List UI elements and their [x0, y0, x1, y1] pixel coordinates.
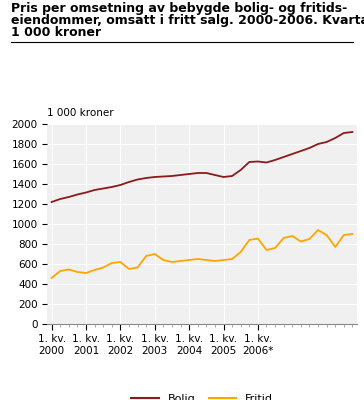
Text: Pris per omsetning av bebygde bolig- og fritids-: Pris per omsetning av bebygde bolig- og …: [11, 2, 347, 15]
Text: 1 000 kroner: 1 000 kroner: [11, 26, 101, 39]
Text: eiendommer, omsatt i fritt salg. 2000-2006. Kvartal.: eiendommer, omsatt i fritt salg. 2000-20…: [11, 14, 364, 27]
Legend: Bolig, Fritid: Bolig, Fritid: [126, 390, 278, 400]
Text: 1 000 kroner: 1 000 kroner: [47, 108, 114, 118]
